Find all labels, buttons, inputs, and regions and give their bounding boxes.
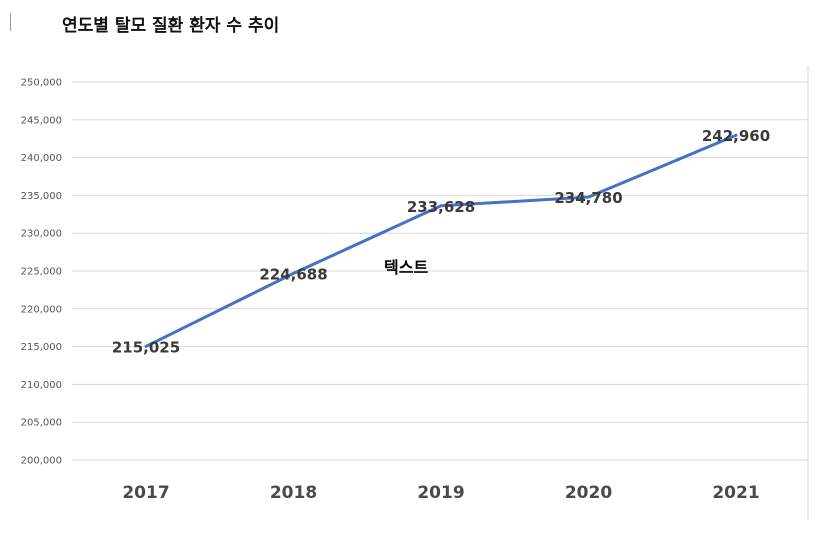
x-category-label: 2019 — [417, 483, 464, 503]
title-bar: 연도별 탈모 질환 환자 수 추이 — [0, 0, 820, 40]
x-category-label: 2017 — [122, 483, 169, 503]
data-label: 242,960 — [702, 127, 770, 145]
data-labels: 215,025 224,688 233,628 234,780 242,960 — [112, 127, 770, 356]
data-label: 224,688 — [259, 265, 327, 283]
chart-annotation: 텍스트 — [384, 258, 428, 277]
x-category-label: 2020 — [565, 483, 612, 503]
y-tick-label: 250,000 — [21, 78, 62, 89]
title-marker — [10, 13, 11, 31]
series-line-layer — [144, 133, 738, 348]
data-label: 215,025 — [112, 338, 180, 356]
data-label: 234,780 — [554, 189, 622, 207]
x-category-label: 2021 — [712, 483, 759, 503]
data-label: 233,628 — [407, 198, 475, 216]
y-tick-label: 225,000 — [21, 267, 62, 278]
chart-container: 200,000 205,000 210,000 215,000 220,000 225,0… — [0, 58, 820, 528]
y-axis-tick-labels: 200,000 205,000 210,000 215,000 220,000 225,0… — [21, 78, 62, 467]
x-axis-category-labels: 2017 2018 2019 2020 2021 — [122, 483, 759, 503]
y-tick-label: 230,000 — [21, 229, 62, 240]
y-tick-label: 205,000 — [21, 418, 62, 429]
y-tick-label: 210,000 — [21, 380, 62, 391]
x-category-label: 2018 — [270, 483, 317, 503]
y-tick-label: 215,000 — [21, 342, 62, 353]
series-line — [144, 133, 738, 348]
y-tick-label: 245,000 — [21, 115, 62, 126]
page-title: 연도별 탈모 질환 환자 수 추이 — [62, 16, 280, 36]
y-tick-label: 235,000 — [21, 191, 62, 202]
grid-lines — [72, 66, 809, 520]
line-chart: 200,000 205,000 210,000 215,000 220,000 225,0… — [21, 66, 809, 520]
y-tick-label: 220,000 — [21, 304, 62, 315]
y-tick-label: 200,000 — [21, 456, 62, 467]
y-tick-label: 240,000 — [21, 153, 62, 164]
